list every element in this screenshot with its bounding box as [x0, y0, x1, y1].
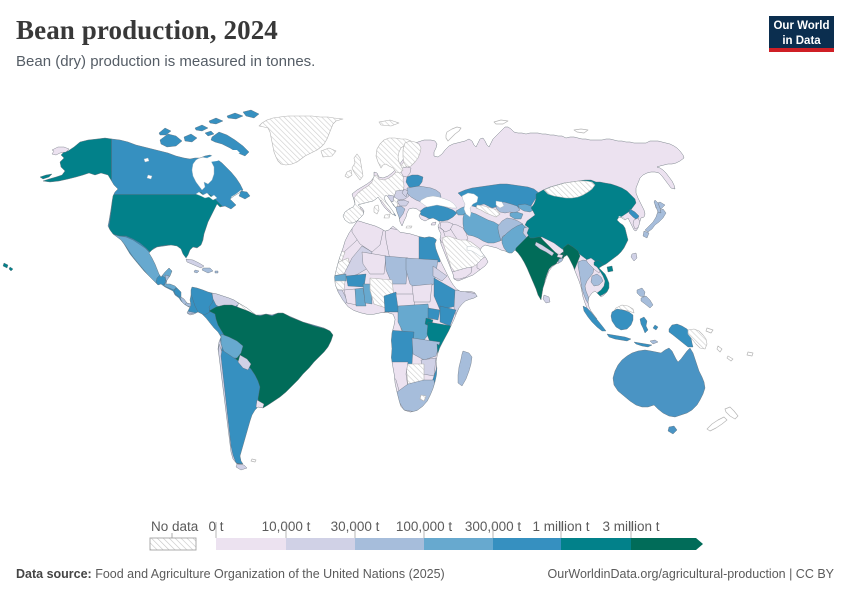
svg-text:No data: No data: [151, 519, 199, 534]
